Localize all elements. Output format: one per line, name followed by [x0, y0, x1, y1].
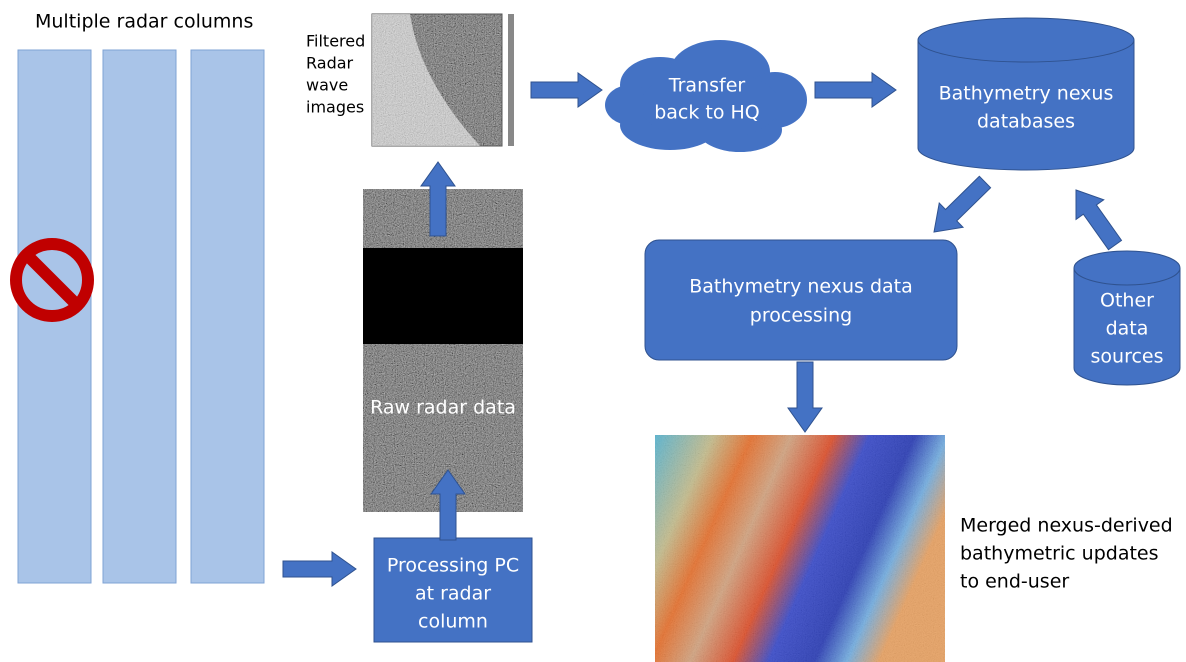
processing-label: Bathymetry nexus data: [689, 276, 913, 298]
filtered-label: wave: [306, 76, 348, 95]
processing-label: processing: [750, 305, 852, 327]
processing-box: [645, 240, 957, 360]
output-label: to end-user: [960, 571, 1069, 593]
filtered-image: [372, 14, 514, 146]
filtered-label: images: [306, 98, 364, 117]
filtered-label: Filtered: [306, 32, 365, 51]
raw-radar-image: [363, 189, 523, 512]
output-label: bathymetric updates: [960, 543, 1159, 565]
processing-pc-label: at radar: [415, 583, 491, 605]
processing-pc-label: Processing PC: [387, 555, 519, 577]
arrow: [815, 73, 896, 107]
radar-column: [103, 50, 176, 583]
other-sources-label: sources: [1091, 346, 1164, 368]
bathymetry-image: [655, 435, 945, 662]
no-entry-sign: [16, 244, 88, 316]
arrow: [788, 362, 822, 432]
diagram: Multiple radar columns Filtered Radar wa…: [0, 0, 1186, 662]
radar-column: [191, 50, 264, 583]
raw-label: Raw radar data: [370, 397, 516, 419]
arrow: [531, 73, 602, 107]
databases-label: Bathymetry nexus: [939, 83, 1114, 105]
transfer-label: back to HQ: [654, 102, 760, 124]
other-sources-label: data: [1106, 318, 1149, 340]
arrow: [283, 552, 356, 586]
arrow: [1076, 190, 1122, 250]
columns-title: Multiple radar columns: [35, 11, 253, 33]
filtered-label: Radar: [306, 54, 354, 73]
databases-label: databases: [977, 111, 1075, 133]
transfer-label: Transfer: [668, 75, 746, 97]
arrow: [934, 176, 991, 232]
page: Multiple radar columns Filtered Radar wa…: [0, 0, 1186, 662]
other-sources-label: Other: [1100, 290, 1154, 312]
output-label: Merged nexus-derived: [960, 515, 1173, 537]
processing-pc-label: column: [418, 611, 488, 633]
